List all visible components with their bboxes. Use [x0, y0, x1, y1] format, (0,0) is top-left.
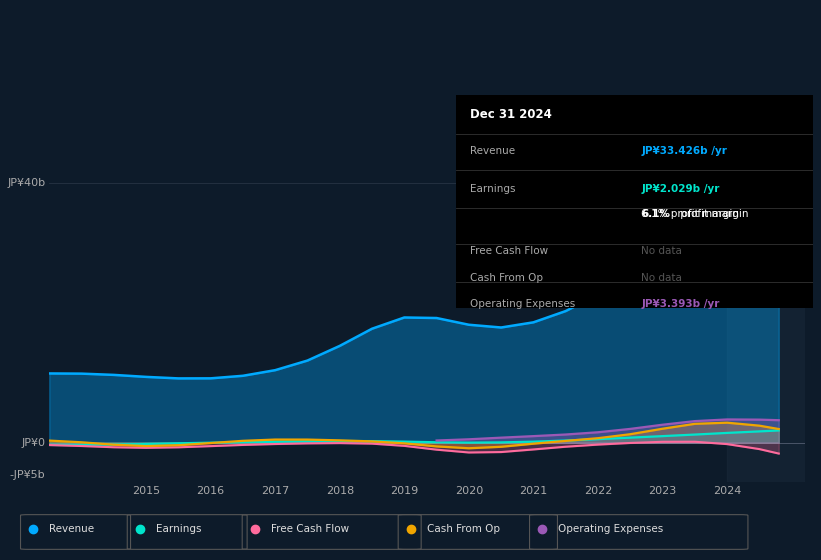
Text: JP¥3.393b /yr: JP¥3.393b /yr: [641, 298, 720, 309]
Text: profit margin: profit margin: [677, 209, 749, 220]
Text: JP¥33.426b /yr: JP¥33.426b /yr: [641, 146, 727, 156]
Text: No data: No data: [641, 245, 682, 255]
Text: Operating Expenses: Operating Expenses: [470, 298, 576, 309]
Text: No data: No data: [641, 273, 682, 283]
Text: Earnings: Earnings: [470, 184, 516, 194]
Bar: [727, 157, 805, 482]
Text: Operating Expenses: Operating Expenses: [558, 524, 663, 534]
Text: Dec 31 2024: Dec 31 2024: [470, 108, 552, 121]
Text: JP¥40b: JP¥40b: [7, 178, 45, 188]
Text: JP¥2.029b /yr: JP¥2.029b /yr: [641, 184, 720, 194]
Text: 6.1% profit margin: 6.1% profit margin: [641, 209, 740, 220]
Text: Earnings: Earnings: [156, 524, 201, 534]
Text: Free Cash Flow: Free Cash Flow: [271, 524, 349, 534]
Text: Cash From Op: Cash From Op: [427, 524, 500, 534]
Text: Revenue: Revenue: [470, 146, 515, 156]
Text: 6.1%: 6.1%: [641, 209, 671, 220]
Text: -JP¥5b: -JP¥5b: [10, 470, 45, 480]
Text: Cash From Op: Cash From Op: [470, 273, 543, 283]
Text: Revenue: Revenue: [49, 524, 94, 534]
Text: JP¥0: JP¥0: [21, 437, 45, 447]
Text: Free Cash Flow: Free Cash Flow: [470, 245, 548, 255]
